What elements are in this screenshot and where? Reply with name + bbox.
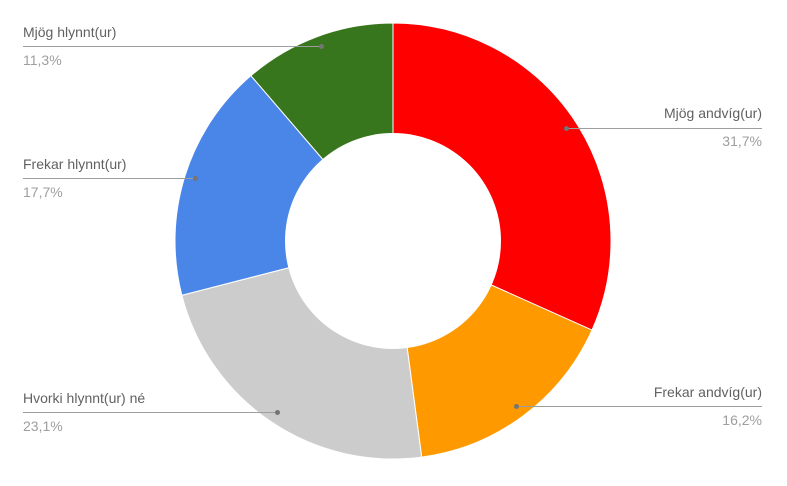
slice-label: Frekar hlynnt(ur) [23,155,127,172]
donut-hole [285,133,501,349]
slice-percent: 16,2% [722,411,762,428]
leader-dot-icon [318,44,324,50]
slice-percent: 31,7% [722,133,762,150]
slice-label: Frekar andvíg(ur) [653,383,762,400]
leader-dot-icon [564,125,570,131]
leader-dot-icon [274,410,280,416]
leader-line [23,46,322,48]
slice-label: Mjög andvíg(ur) [663,105,762,122]
leader-dot-icon [193,176,199,182]
slice-percent: 11,3% [23,51,62,68]
leader-line [516,406,762,408]
leader-dot-icon [514,404,520,410]
leader-line [566,127,762,129]
slice-percent: 17,7% [23,183,63,200]
slice-label: Mjög hlynnt(ur) [23,23,117,40]
slice-label: Hvorki hlynnt(ur) né [23,389,146,406]
leader-line [23,178,196,180]
slice-percent: 23,1% [23,417,63,434]
leader-line [23,412,278,414]
